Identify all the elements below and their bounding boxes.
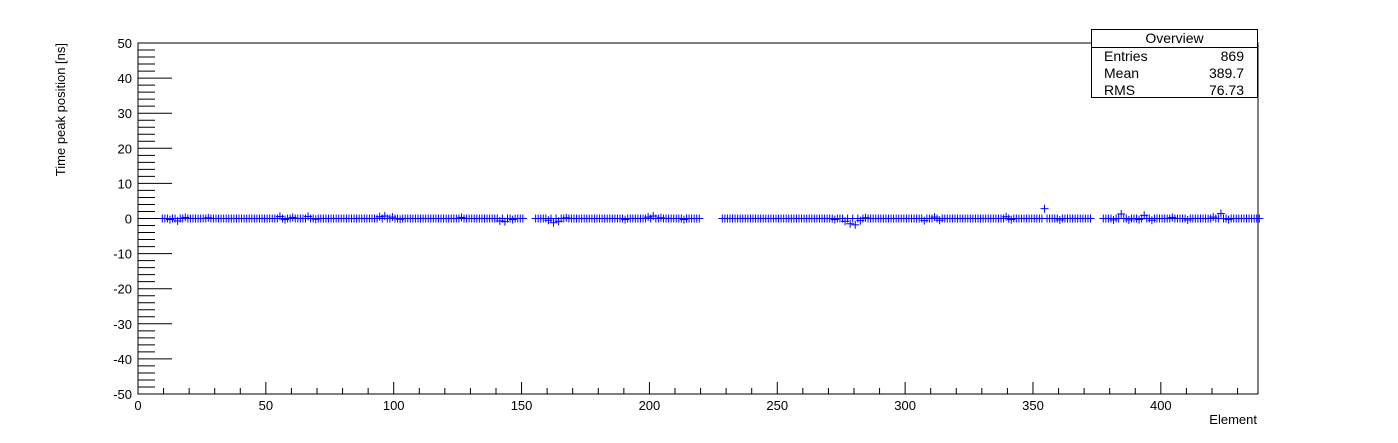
x-axis: 0 50 100 150 200 250 300 350 400 xyxy=(134,382,1239,413)
data-point xyxy=(518,214,527,223)
data-point xyxy=(1117,209,1126,218)
stats-label: RMS xyxy=(1104,82,1136,98)
y-tick-label: 20 xyxy=(118,141,132,156)
data-point xyxy=(846,219,855,228)
stats-row-mean: Mean 389.7 xyxy=(1092,65,1257,82)
x-tick-label: 250 xyxy=(766,398,788,413)
stats-label: Entries xyxy=(1104,48,1148,64)
y-axis: -50 -40 -30 -20 -10 0 10 20 30 40 50 xyxy=(113,36,172,402)
y-axis-label: Time peak position [ns] xyxy=(53,43,68,176)
x-tick-label: 200 xyxy=(639,398,661,413)
data-point xyxy=(1086,214,1095,223)
stats-box: Overview Entries 869 Mean 389.7 RMS 76.7… xyxy=(1091,29,1258,98)
stats-label: Mean xyxy=(1104,65,1140,81)
x-tick-label: 100 xyxy=(383,398,405,413)
stats-value: 76.73 xyxy=(1208,82,1244,98)
stats-row-rms: RMS 76.73 xyxy=(1092,82,1257,99)
y-tick-label: 0 xyxy=(125,212,132,227)
data-point xyxy=(1216,209,1225,218)
stats-value: 869 xyxy=(1220,48,1244,64)
y-tick-label: -30 xyxy=(113,317,132,332)
stats-title: Overview xyxy=(1092,30,1257,48)
y-tick-label: -40 xyxy=(113,352,132,367)
y-tick-label: -20 xyxy=(113,282,132,297)
y-tick-label: -50 xyxy=(113,387,132,402)
stats-value: 389.7 xyxy=(1208,65,1244,81)
data-point xyxy=(695,214,704,223)
y-tick-label: 30 xyxy=(118,106,132,121)
x-tick-label: 300 xyxy=(894,398,916,413)
x-tick-label: 400 xyxy=(1150,398,1172,413)
y-tick-label: 40 xyxy=(118,71,132,86)
x-axis-label: Element xyxy=(1209,412,1257,427)
data-point xyxy=(1040,204,1049,213)
y-tick-label: 50 xyxy=(118,36,132,51)
data-markers xyxy=(158,204,1264,229)
stats-row-entries: Entries 869 xyxy=(1092,48,1257,65)
y-tick-label: -10 xyxy=(113,247,132,262)
data-point xyxy=(851,220,860,229)
data-point xyxy=(549,218,558,227)
x-tick-label: 0 xyxy=(134,398,141,413)
x-tick-label: 50 xyxy=(259,398,273,413)
x-tick-label: 350 xyxy=(1022,398,1044,413)
y-tick-label: 10 xyxy=(118,176,132,191)
data-point xyxy=(1255,214,1264,223)
x-tick-label: 150 xyxy=(511,398,533,413)
